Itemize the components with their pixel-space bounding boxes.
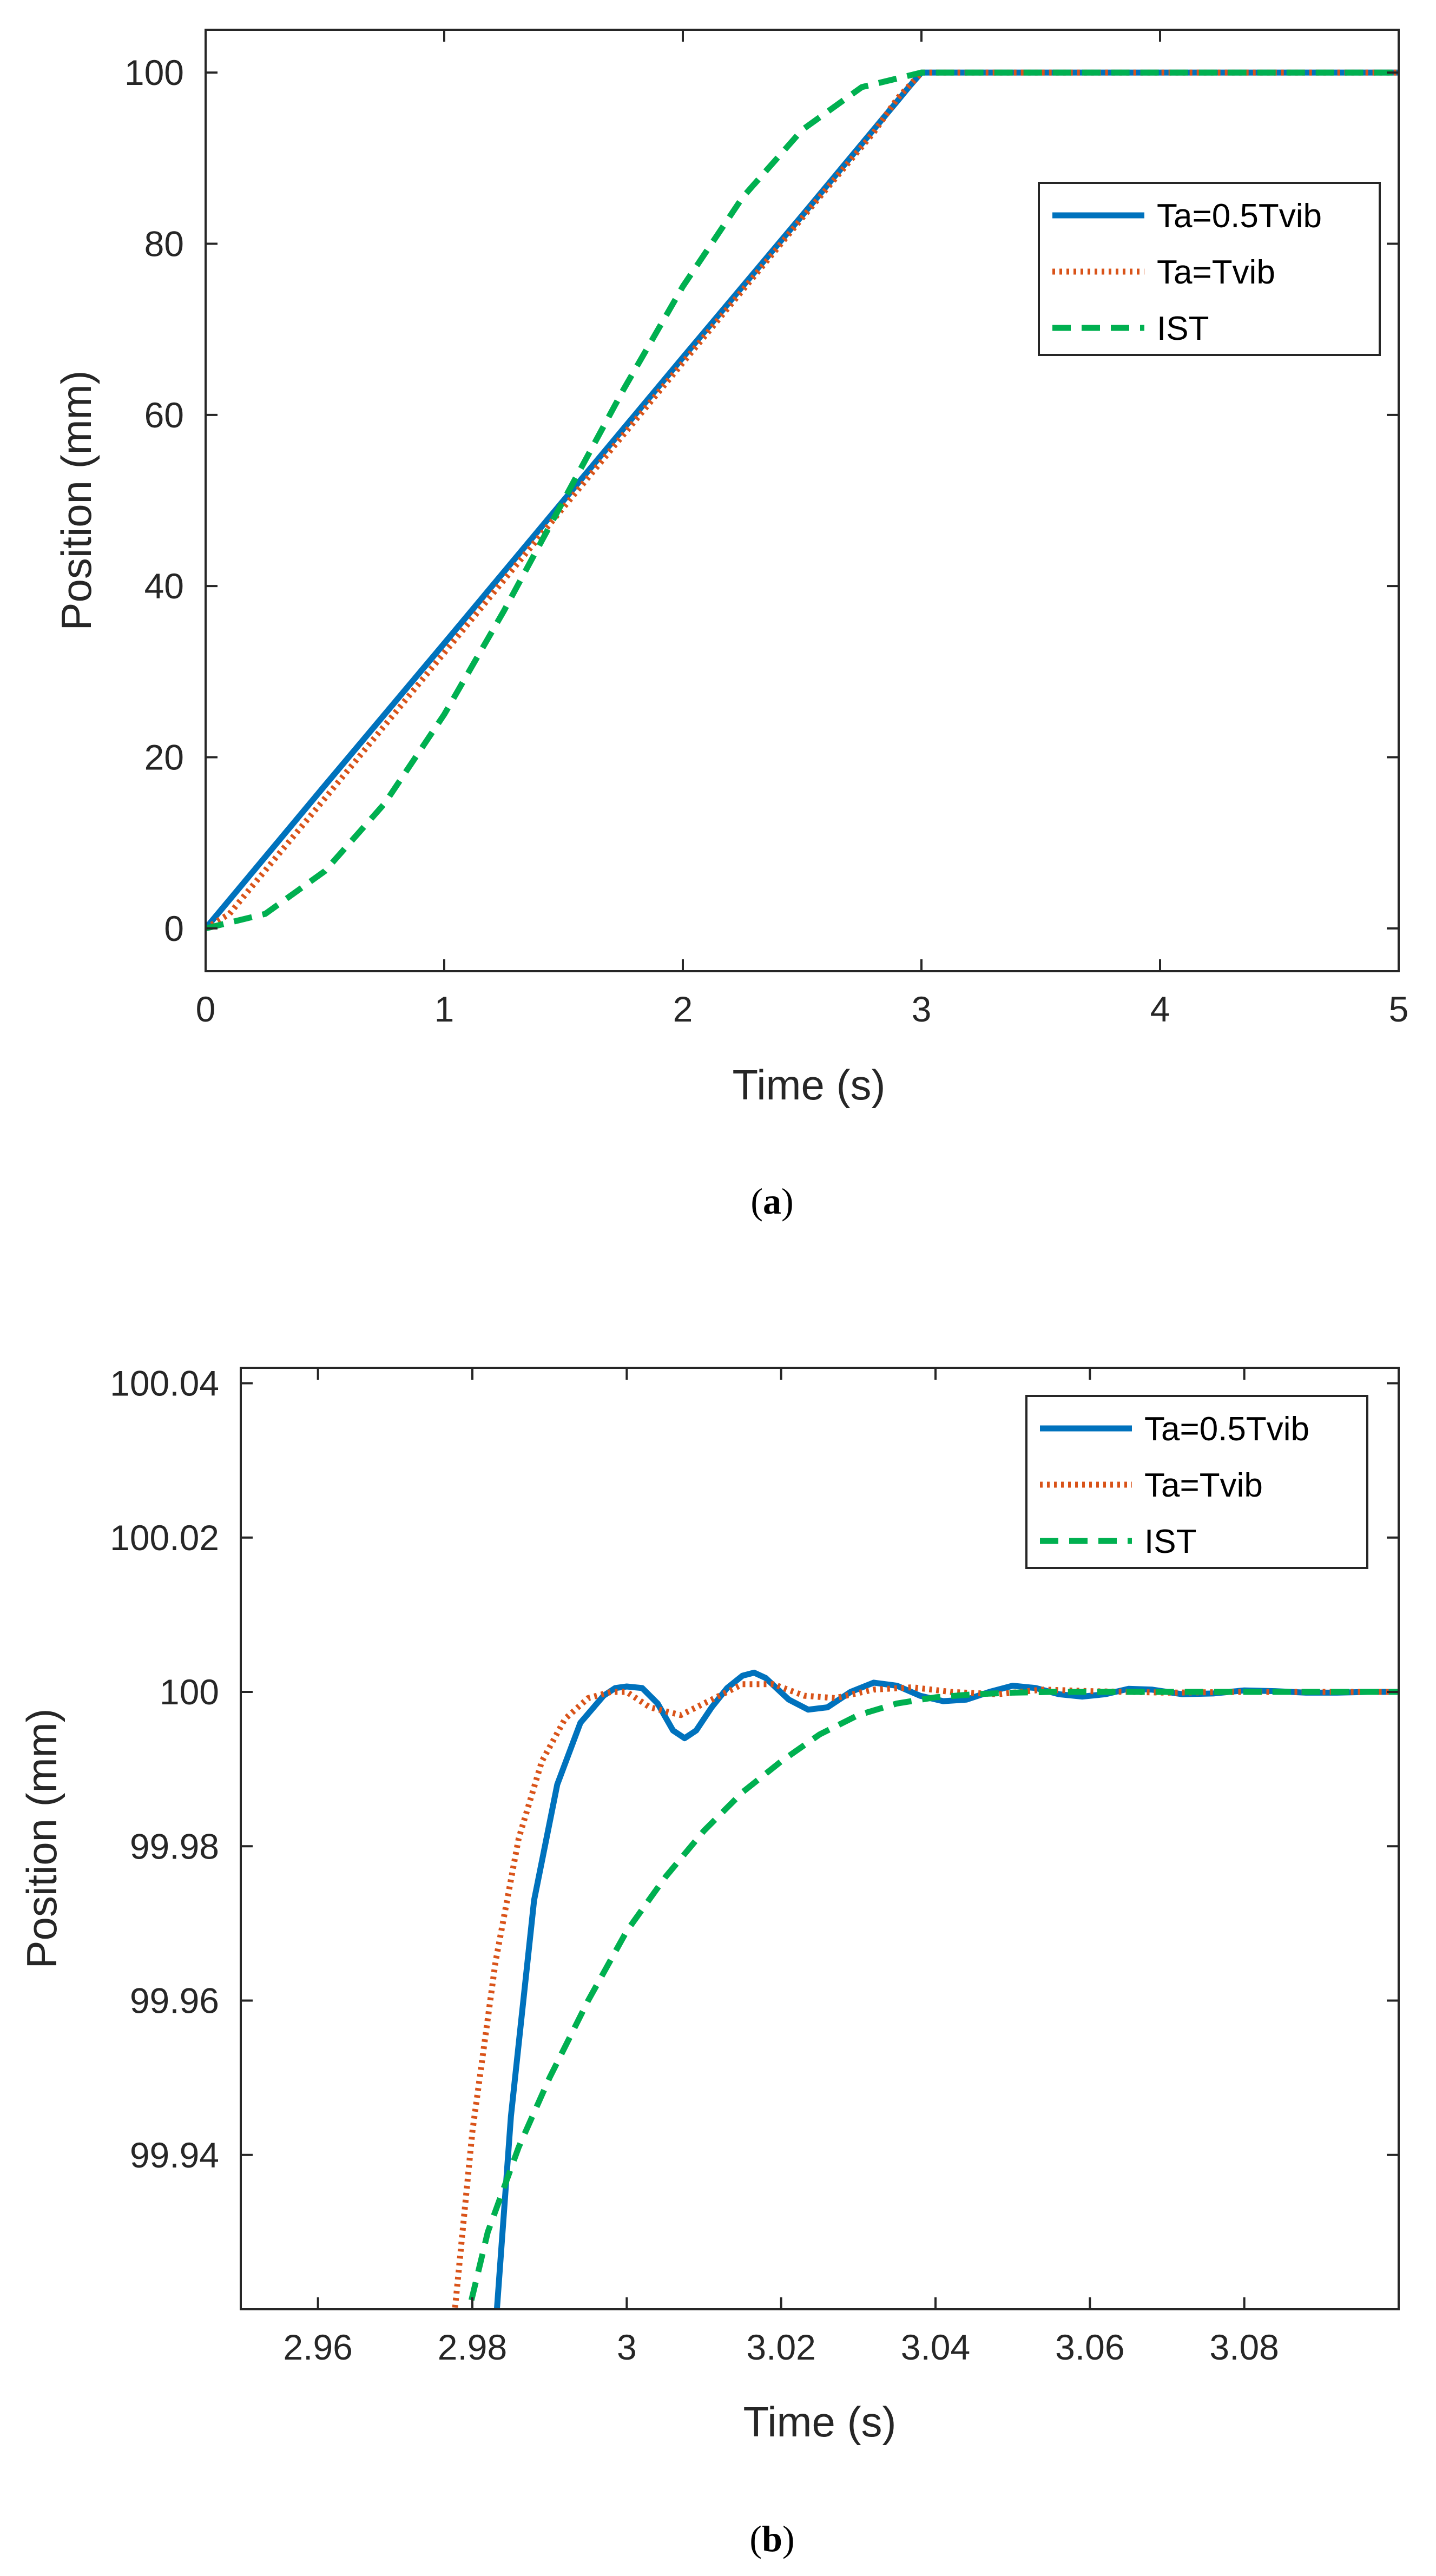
y-tick-label: 60 [144,395,184,435]
ticks-a: 0 1 2 3 4 5 0 20 40 60 80 100 [124,30,1408,1029]
series-group-a [206,69,1399,932]
legend-label-b-0: Ta=0.5Tvib [1144,1411,1309,1448]
series-group-b [452,1669,1399,2309]
caption-a: (a) [750,1181,793,1222]
y-tick-label: 20 [144,737,184,778]
x-tick-label: 2.98 [438,2327,507,2367]
caption-b-letter: b [762,2518,782,2559]
legend-a: Ta=0.5Tvib Ta=Tvib IST [1038,182,1381,356]
series-line-ta-0-5tvib [206,69,1399,931]
ticks-b: 2.96 2.98 3 3.02 3.04 3.06 3.08 99.94 99.96 99.98… [110,1363,1399,2367]
caption-a-close: ) [781,1181,794,1222]
caption-a-open: ( [750,1181,763,1222]
x-tick-label: 3.06 [1055,2327,1124,2367]
y-tick-label: 80 [144,223,184,263]
legend-label-a-0: Ta=0.5Tvib [1157,197,1322,235]
x-tick-label: 3.08 [1209,2327,1279,2367]
x-axis-label-b: Time (s) [743,2398,896,2446]
series-line-ta-tvib [452,1681,1399,2309]
legend-label-a-2: IST [1157,310,1209,347]
y-tick-label: 100.04 [110,1363,219,1404]
legend-label-a-1: Ta=Tvib [1157,254,1275,291]
series-line-ist [206,69,1399,932]
y-tick-label: 100.02 [110,1518,219,1558]
panel-b: 2.96 2.98 3 3.02 3.04 3.06 3.08 99.94 99.96 99.98… [18,1363,1400,2559]
y-tick-label: 100 [160,1672,219,1712]
x-tick-label: 0 [196,989,216,1029]
legend-b: Ta=0.5Tvib Ta=Tvib IST [1025,1395,1368,1569]
plot-area-a [206,30,1399,971]
legend-label-b-1: Ta=Tvib [1144,1467,1263,1504]
y-tick-label: 100 [124,52,184,93]
axes-box-a [205,29,1400,972]
legend-label-b-2: IST [1144,1523,1196,1560]
x-tick-label: 3 [912,989,932,1029]
series-line-ist [466,1689,1399,2309]
x-tick-label: 4 [1150,989,1170,1029]
y-tick-label: 99.98 [130,1826,219,1866]
x-tick-label: 3.04 [901,2327,970,2367]
caption-b-close: ) [782,2518,795,2559]
caption-a-letter: a [763,1181,781,1222]
axes-box-b [240,1367,1400,2310]
panel-a: 0 1 2 3 4 5 0 20 40 60 80 100 Time (s) Position (mm… [52,29,1408,1222]
caption-b: (b) [749,2518,794,2559]
y-tick-label: 99.94 [130,2135,219,2175]
x-tick-label: 5 [1389,989,1409,1029]
x-tick-label: 2.96 [283,2327,352,2367]
y-tick-label: 99.96 [130,1981,219,2021]
x-tick-label: 2 [673,989,693,1029]
caption-b-open: ( [749,2518,762,2559]
y-axis-label-a: Position (mm) [52,370,100,630]
x-tick-label: 3 [617,2327,637,2367]
x-axis-label-a: Time (s) [732,1061,885,1109]
y-tick-label: 0 [164,908,184,948]
x-tick-label: 1 [434,989,454,1029]
x-tick-label: 3.02 [746,2327,815,2367]
y-axis-label-b: Position (mm) [18,1708,65,1968]
y-tick-label: 40 [144,566,184,606]
